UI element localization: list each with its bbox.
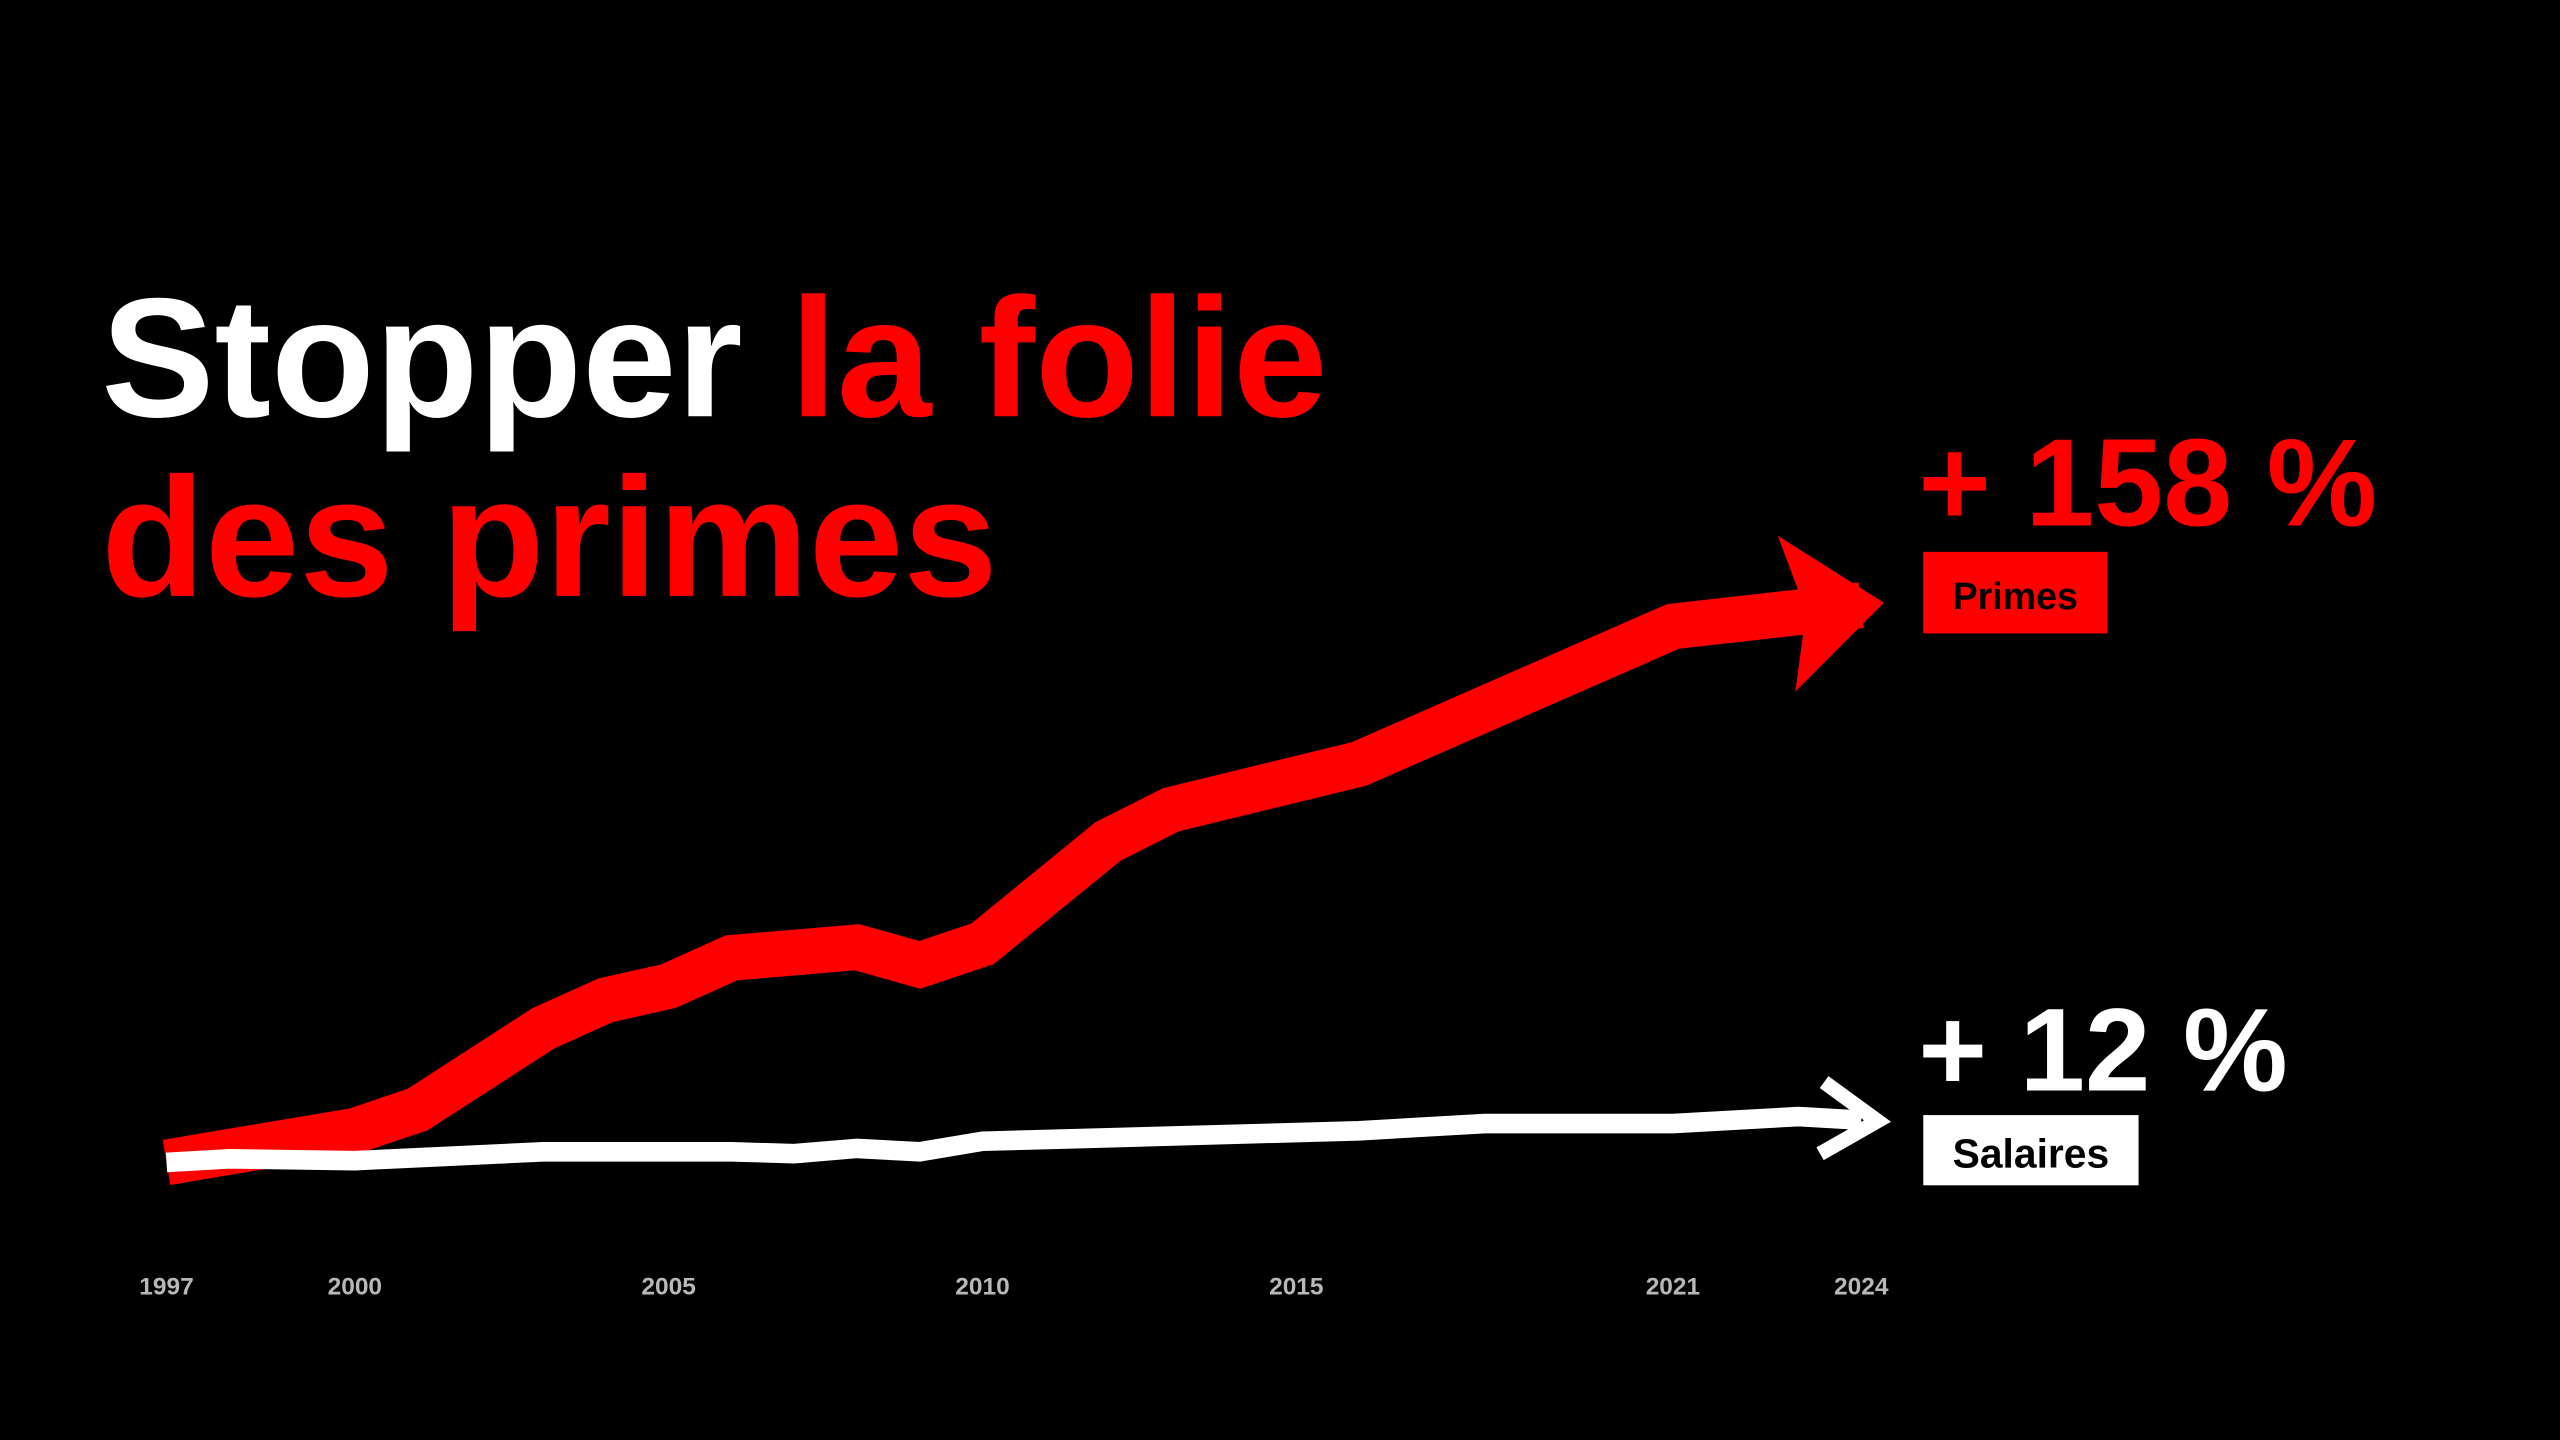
title-part: Stopper bbox=[101, 262, 742, 452]
legend-label: Salaires bbox=[1953, 1130, 2110, 1176]
legend-label: Primes bbox=[1953, 575, 2078, 617]
series-line bbox=[162, 582, 1864, 1185]
x-tick-label: 2005 bbox=[641, 1274, 695, 1301]
legend-box bbox=[1923, 551, 2108, 634]
legend-box bbox=[1923, 1115, 2139, 1186]
value-label: + 158 % bbox=[1918, 415, 2377, 553]
x-tick-label: 2024 bbox=[1834, 1274, 1889, 1301]
series-line bbox=[165, 1106, 1862, 1173]
arrow-head bbox=[1777, 535, 1884, 692]
x-tick-label: 2021 bbox=[1646, 1274, 1700, 1301]
chart-title: des primes bbox=[101, 442, 997, 632]
value-label: + 12 % bbox=[1918, 985, 2287, 1116]
x-tick-label: 2015 bbox=[1269, 1274, 1323, 1301]
title-part: des primes bbox=[101, 442, 997, 632]
x-tick-label: 2000 bbox=[328, 1274, 382, 1301]
x-tick-label: 1997 bbox=[139, 1274, 193, 1301]
x-tick-label: 2010 bbox=[955, 1274, 1009, 1301]
title-part: la folie bbox=[790, 262, 1328, 452]
arrow-head bbox=[1816, 1076, 1892, 1161]
chart-title: Stopper la folie bbox=[101, 262, 1327, 452]
